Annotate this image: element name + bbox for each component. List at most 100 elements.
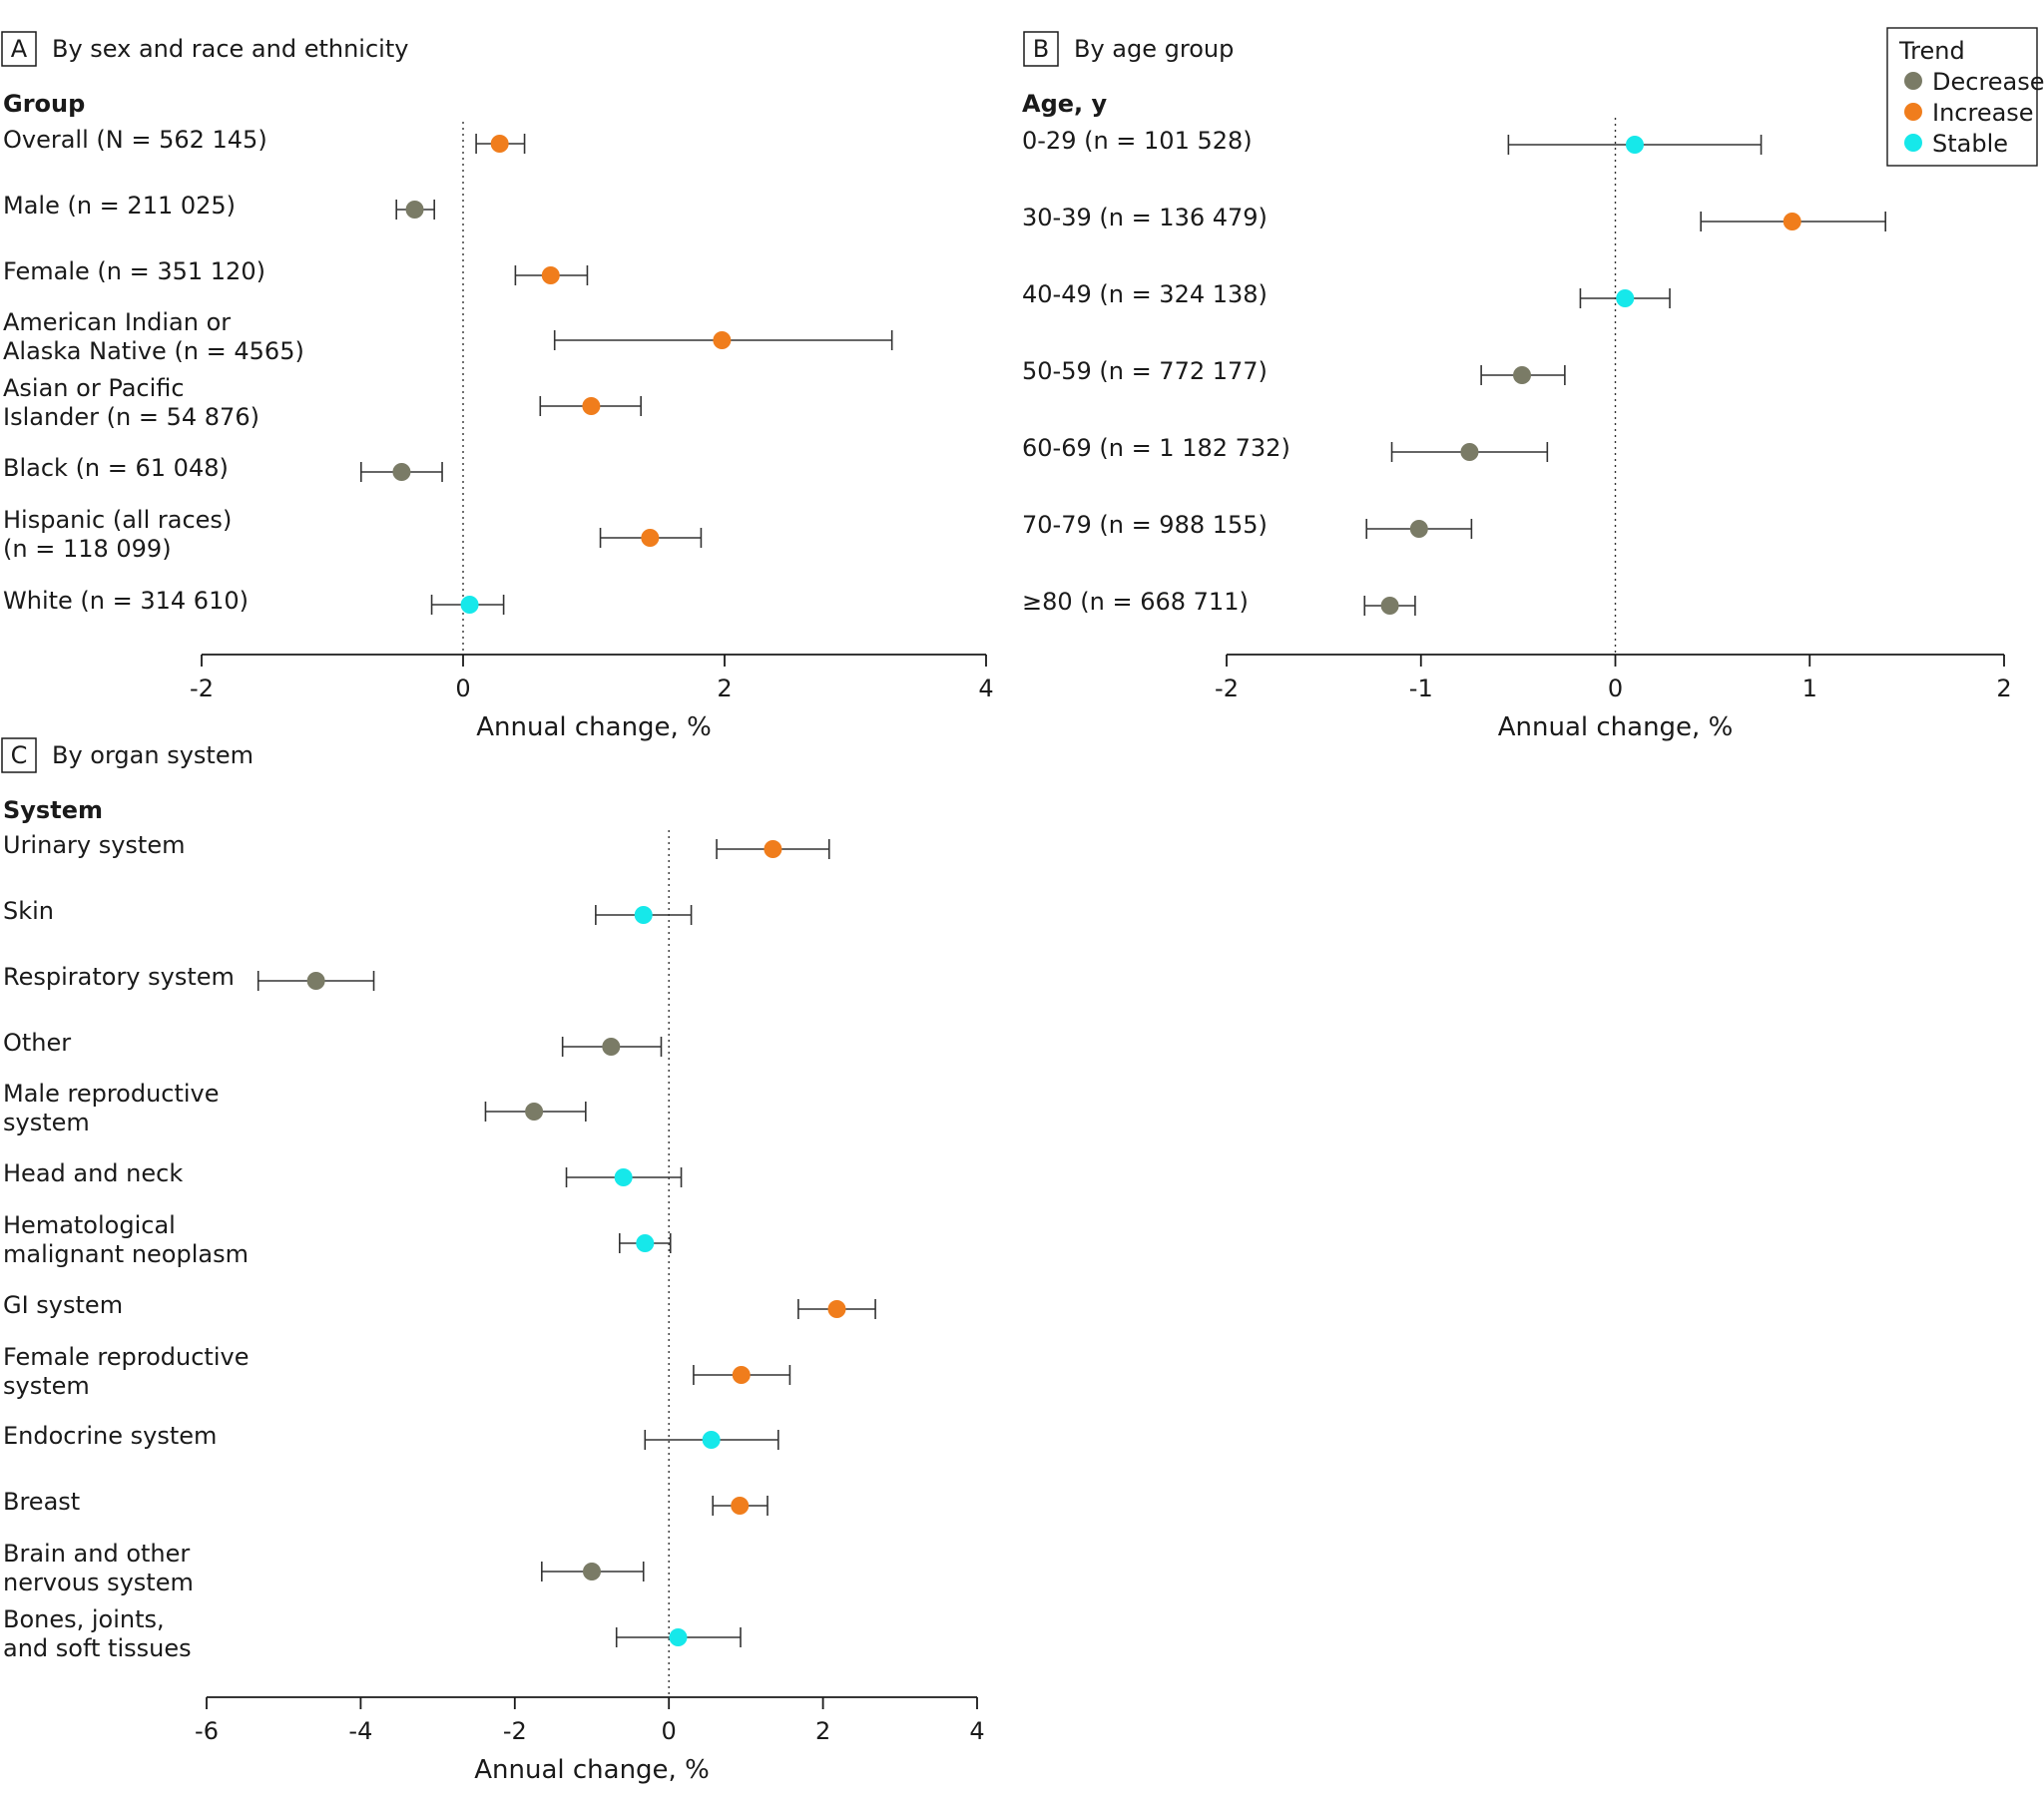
point-estimate xyxy=(702,1431,721,1449)
row-label-line-2: malignant neoplasm xyxy=(3,1240,249,1268)
point-estimate xyxy=(636,1234,655,1252)
panel-b: B By age group Age, y -2 -1 0 1 2 Annual change,… xyxy=(1022,31,2012,742)
legend-label-stable: Stable xyxy=(1932,130,2008,158)
forest-row: Hispanic (all races)(n = 118 099) xyxy=(3,506,703,563)
x-tick-label: 4 xyxy=(969,1717,984,1745)
point-estimate xyxy=(460,596,479,614)
point-estimate xyxy=(490,135,509,153)
row-label: Respiratory system xyxy=(3,963,235,991)
point-estimate xyxy=(1409,520,1428,538)
point-estimate xyxy=(669,1628,688,1646)
row-label: GI system xyxy=(3,1291,123,1319)
x-tick-label: -6 xyxy=(195,1717,219,1745)
forest-row: Male (n = 211 025) xyxy=(3,192,435,220)
row-label: Breast xyxy=(3,1488,80,1516)
point-estimate xyxy=(602,1038,621,1056)
row-label-line-2: system xyxy=(3,1372,90,1400)
row-label-line-1: Female reproductive xyxy=(3,1343,249,1371)
row-label-line-1: Bones, joints, xyxy=(3,1605,165,1633)
x-tick-label: -4 xyxy=(348,1717,372,1745)
x-tick-label: 0 xyxy=(1608,675,1623,702)
legend-swatch-increase xyxy=(1904,103,1922,121)
forest-row: 50-59 (n = 772 177) xyxy=(1022,357,1566,385)
forest-row: GI system xyxy=(3,1291,876,1319)
point-estimate xyxy=(392,463,411,481)
x-axis-title: Annual change, % xyxy=(476,712,712,742)
row-label: 40-49 (n = 324 138) xyxy=(1022,280,1268,308)
point-estimate xyxy=(764,840,782,858)
forest-row: Overall (N = 562 145) xyxy=(3,126,526,154)
point-estimate xyxy=(405,201,424,219)
x-tick-label: 0 xyxy=(455,675,470,702)
point-estimate xyxy=(634,906,653,924)
panel-letter: B xyxy=(1033,35,1049,63)
point-estimate xyxy=(1783,213,1801,230)
forest-row: Female (n = 351 120) xyxy=(3,257,589,285)
legend-title: Trend xyxy=(1898,37,1965,65)
panel-letter-box xyxy=(1,737,37,773)
point-estimate xyxy=(732,1366,751,1384)
forest-row: Endocrine system xyxy=(3,1422,779,1450)
point-estimate xyxy=(1625,136,1644,154)
row-label-line-1: Brain and other xyxy=(3,1540,190,1568)
forest-row: Respiratory system xyxy=(3,963,375,991)
row-label: 50-59 (n = 772 177) xyxy=(1022,357,1268,385)
point-estimate xyxy=(614,1168,633,1186)
row-label-line-2: (n = 118 099) xyxy=(3,535,172,563)
x-tick-label: 4 xyxy=(978,675,993,702)
row-label-line-1: Hematological xyxy=(3,1211,176,1239)
row-label: 0-29 (n = 101 528) xyxy=(1022,127,1253,155)
row-label: Male (n = 211 025) xyxy=(3,192,236,220)
point-estimate xyxy=(1513,366,1532,384)
point-estimate xyxy=(525,1103,544,1121)
row-label: Black (n = 61 048) xyxy=(3,454,229,482)
forest-row: 0-29 (n = 101 528) xyxy=(1022,127,1763,155)
legend-label-increase: Increase xyxy=(1932,99,2034,127)
point-estimate xyxy=(582,397,601,415)
row-label: 70-79 (n = 988 155) xyxy=(1022,511,1268,539)
row-label-line-2: and soft tissues xyxy=(3,1634,192,1662)
point-estimate xyxy=(713,331,732,349)
legend: Trend Decrease Increase Stable xyxy=(1886,27,2044,167)
x-tick-label: 2 xyxy=(815,1717,830,1745)
row-label: Skin xyxy=(3,897,54,925)
forest-row: Head and neck xyxy=(3,1159,683,1187)
x-tick-label: -2 xyxy=(190,675,214,702)
forest-row: White (n = 314 610) xyxy=(3,587,505,615)
forest-row: Urinary system xyxy=(3,831,830,859)
point-estimate xyxy=(641,529,660,547)
row-label-line-2: Islander (n = 54 876) xyxy=(3,403,259,431)
row-label: Head and neck xyxy=(3,1159,183,1187)
row-label-line-1: Male reproductive xyxy=(3,1080,220,1108)
point-estimate xyxy=(541,266,560,284)
point-estimate xyxy=(731,1497,750,1515)
row-label: 30-39 (n = 136 479) xyxy=(1022,204,1268,231)
point-estimate xyxy=(306,972,325,990)
x-tick-label: 2 xyxy=(1996,675,2011,702)
point-estimate xyxy=(1616,289,1635,307)
row-label-line-1: Hispanic (all races) xyxy=(3,506,232,534)
row-label: Overall (N = 562 145) xyxy=(3,126,267,154)
forest-row: 70-79 (n = 988 155) xyxy=(1022,511,1473,539)
point-estimate xyxy=(827,1300,846,1318)
panel-title: By age group xyxy=(1074,35,1234,63)
panel-c: C By organ system System -6 -4 -2 0 2 4 Annual ch… xyxy=(1,737,985,1785)
x-tick-label: 0 xyxy=(662,1717,677,1745)
point-estimate xyxy=(1380,597,1399,615)
x-tick-label: -2 xyxy=(503,1717,527,1745)
row-label: 60-69 (n = 1 182 732) xyxy=(1022,434,1290,462)
x-tick-label: -1 xyxy=(1409,675,1433,702)
row-header: Group xyxy=(3,90,85,118)
x-tick-label: 2 xyxy=(717,675,732,702)
panel-title: By organ system xyxy=(52,741,254,769)
legend-swatch-decrease xyxy=(1904,72,1922,90)
row-label-line-1: American Indian or xyxy=(3,308,231,336)
legend-label-decrease: Decrease xyxy=(1932,68,2044,96)
legend-swatch-stable xyxy=(1904,134,1922,152)
row-label: ≥80 (n = 668 711) xyxy=(1022,588,1249,616)
panel-letter: C xyxy=(11,741,28,769)
